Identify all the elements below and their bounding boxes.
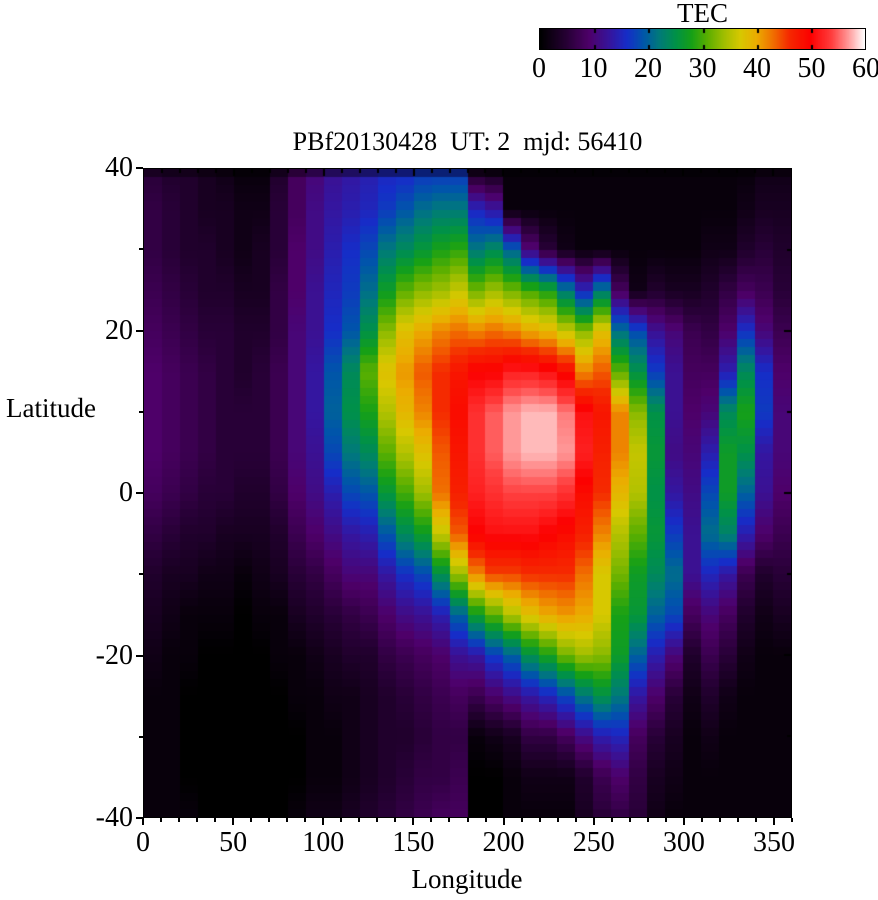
tick-mark [412, 818, 414, 825]
plot-title: PBf20130428 UT: 2 mjd: 56410 [292, 127, 643, 156]
tick-mark [214, 818, 216, 822]
x-tick-label: 250 [572, 827, 615, 858]
heatmap-canvas [144, 169, 791, 817]
colorbar-tick-label: 40 [743, 53, 771, 84]
x-tick-label: 100 [302, 827, 345, 858]
tick-mark [286, 818, 288, 822]
x-tick-label: 50 [219, 827, 248, 858]
tick-mark [719, 818, 721, 822]
y-axis-label: Latitude [6, 393, 96, 423]
x-tick-label: 200 [482, 827, 525, 858]
x-axis-label: Longitude [411, 864, 523, 894]
tick-mark [467, 818, 469, 822]
y-tick-label: 20 [105, 314, 133, 346]
tick-mark [139, 248, 143, 250]
x-tick-label: 0 [136, 827, 150, 858]
tick-mark [503, 818, 505, 825]
tick-mark [773, 818, 775, 825]
tick-mark [139, 573, 143, 575]
tick-mark [683, 818, 685, 825]
y-tick-label: 0 [119, 477, 133, 508]
tick-mark [142, 818, 144, 825]
x-tick-label: 300 [662, 827, 705, 858]
tick-mark [593, 818, 595, 825]
tick-mark [791, 818, 793, 822]
colorbar-tick-label: 0 [532, 53, 546, 84]
tick-mark [322, 818, 324, 825]
colorbar-tick-label: 50 [797, 53, 826, 84]
tick-mark [304, 818, 306, 822]
tick-mark [539, 818, 541, 822]
tick-mark [139, 411, 143, 413]
tick-mark [430, 818, 432, 822]
tick-mark [358, 818, 360, 822]
tick-mark [521, 818, 523, 822]
tick-mark [250, 818, 252, 822]
tick-mark [160, 818, 162, 822]
tick-mark [665, 818, 667, 822]
colorbar-gradient-canvas [540, 29, 865, 49]
tick-mark [340, 818, 342, 822]
tick-mark [755, 818, 757, 822]
x-tick-label: 350 [752, 827, 795, 858]
y-tick-label: -40 [95, 802, 133, 833]
tick-mark [268, 818, 270, 822]
y-tick-label: 40 [105, 152, 133, 183]
tick-mark [376, 818, 378, 822]
tick-mark [448, 818, 450, 822]
tick-mark [394, 818, 396, 822]
tick-mark [196, 818, 198, 822]
tick-mark [557, 818, 559, 822]
colorbar-tick-label: 60 [852, 53, 878, 84]
y-tick-label: -20 [95, 639, 133, 671]
colorbar-tick-label: 10 [579, 53, 608, 84]
colorbar-tick-label: 30 [688, 53, 717, 84]
tick-mark [611, 818, 613, 822]
tick-mark [136, 655, 143, 657]
tick-mark [575, 818, 577, 822]
tick-mark [178, 818, 180, 822]
colorbar [539, 28, 866, 50]
tick-mark [139, 736, 143, 738]
tick-mark [737, 818, 739, 822]
tick-mark [136, 492, 143, 494]
heatmap-plot-area [143, 168, 792, 818]
tick-mark [647, 818, 649, 822]
tick-mark [232, 818, 234, 825]
x-tick-label: 150 [392, 827, 435, 858]
colorbar-tick-label: 20 [634, 53, 662, 84]
tick-mark [485, 818, 487, 822]
tick-mark [701, 818, 703, 822]
tick-mark [136, 167, 143, 169]
tick-mark [629, 818, 631, 822]
colorbar-title: TEC [677, 0, 728, 28]
tick-mark [136, 330, 143, 332]
tick-mark [136, 817, 143, 819]
